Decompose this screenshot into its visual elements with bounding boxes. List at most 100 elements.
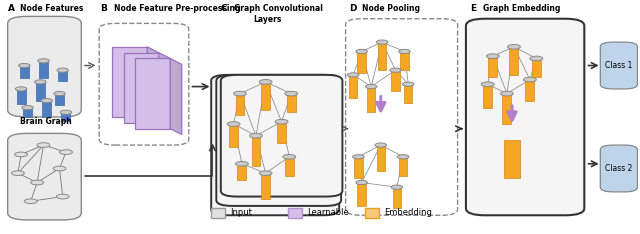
Bar <box>349 75 358 98</box>
Bar <box>124 53 159 123</box>
Circle shape <box>285 91 298 96</box>
Bar <box>135 58 170 129</box>
Circle shape <box>391 185 403 189</box>
Bar <box>488 56 497 77</box>
Circle shape <box>19 63 30 68</box>
FancyBboxPatch shape <box>8 16 81 117</box>
Circle shape <box>399 49 410 54</box>
Bar <box>532 58 541 77</box>
Circle shape <box>15 152 28 157</box>
Bar <box>357 51 366 73</box>
Bar <box>42 101 51 117</box>
Circle shape <box>57 68 68 72</box>
Bar <box>20 66 29 78</box>
Text: Learnable: Learnable <box>307 208 349 217</box>
Text: E: E <box>470 4 477 13</box>
Circle shape <box>22 106 33 110</box>
FancyBboxPatch shape <box>211 75 339 215</box>
Circle shape <box>353 155 364 159</box>
FancyBboxPatch shape <box>600 145 637 192</box>
Bar <box>58 70 67 81</box>
Circle shape <box>234 91 246 96</box>
Bar <box>236 94 244 115</box>
Text: A: A <box>8 4 15 13</box>
Circle shape <box>227 122 240 126</box>
Circle shape <box>283 154 296 159</box>
Bar <box>399 157 408 176</box>
Bar <box>112 47 147 117</box>
Bar <box>237 164 246 180</box>
Circle shape <box>38 59 49 63</box>
Text: D: D <box>349 4 356 13</box>
Circle shape <box>12 171 24 176</box>
Circle shape <box>37 143 50 147</box>
Bar <box>367 87 375 112</box>
Text: Node Feature Pre-processing: Node Feature Pre-processing <box>114 4 241 13</box>
Bar <box>277 122 286 143</box>
Circle shape <box>524 77 536 82</box>
Circle shape <box>15 87 27 91</box>
Text: Input: Input <box>230 208 252 217</box>
Text: B: B <box>100 4 108 13</box>
Circle shape <box>356 49 367 54</box>
Circle shape <box>53 166 66 171</box>
Circle shape <box>376 40 388 44</box>
Circle shape <box>250 133 262 138</box>
Bar <box>23 108 32 117</box>
Bar <box>17 89 26 104</box>
Bar <box>509 47 518 75</box>
Bar <box>261 82 270 110</box>
Bar <box>504 140 520 178</box>
Circle shape <box>397 155 409 159</box>
Bar <box>404 84 413 103</box>
FancyBboxPatch shape <box>216 75 341 206</box>
FancyBboxPatch shape <box>600 42 637 89</box>
Circle shape <box>41 99 52 103</box>
Circle shape <box>35 80 46 84</box>
Text: Layers: Layers <box>253 15 281 24</box>
Text: Embedding: Embedding <box>384 208 432 217</box>
Circle shape <box>356 180 367 185</box>
Text: Node Features: Node Features <box>20 4 84 13</box>
Text: Graph Convolutional: Graph Convolutional <box>234 4 323 13</box>
Bar <box>287 94 296 112</box>
Circle shape <box>56 194 69 199</box>
Circle shape <box>275 119 288 124</box>
Circle shape <box>375 143 387 147</box>
Circle shape <box>31 180 44 185</box>
FancyBboxPatch shape <box>221 75 342 197</box>
Bar <box>39 61 48 78</box>
Circle shape <box>348 73 359 77</box>
Circle shape <box>530 56 543 61</box>
Bar <box>261 173 270 199</box>
Bar <box>401 51 409 70</box>
Bar <box>285 157 294 176</box>
Circle shape <box>54 91 65 96</box>
Circle shape <box>24 199 37 204</box>
Text: Brain Graph: Brain Graph <box>20 117 72 126</box>
Circle shape <box>259 80 272 84</box>
Polygon shape <box>170 58 182 135</box>
Circle shape <box>508 44 520 49</box>
Circle shape <box>390 68 401 72</box>
Bar <box>55 94 64 105</box>
Bar <box>357 183 366 206</box>
Circle shape <box>481 82 494 87</box>
Bar <box>525 80 534 101</box>
Bar <box>229 124 238 147</box>
Bar <box>61 112 70 121</box>
Bar <box>252 136 260 166</box>
Text: Class 1: Class 1 <box>605 61 632 70</box>
Circle shape <box>500 91 513 96</box>
Text: C: C <box>221 4 227 13</box>
Circle shape <box>486 54 499 58</box>
Circle shape <box>236 161 248 166</box>
FancyBboxPatch shape <box>466 19 584 215</box>
Bar <box>355 157 363 178</box>
Polygon shape <box>159 53 170 129</box>
Polygon shape <box>147 47 159 123</box>
Bar <box>376 145 385 171</box>
Text: Class 2: Class 2 <box>605 164 632 173</box>
Bar <box>211 208 225 218</box>
Bar <box>392 70 399 91</box>
